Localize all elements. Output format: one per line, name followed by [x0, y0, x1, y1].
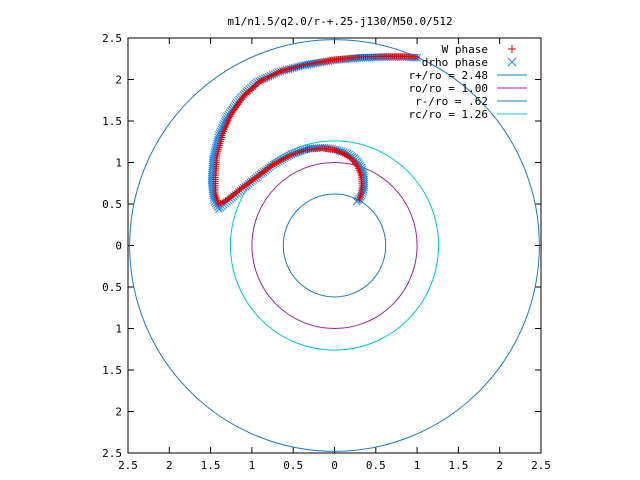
legend-label: ro/ro = 1.00: [409, 82, 488, 95]
y-tick-label: 1.5: [102, 364, 122, 377]
legend-label: r+/ro = 2.48: [409, 69, 488, 82]
y-tick-label: 1: [115, 323, 122, 336]
y-tick-label: 0: [115, 240, 122, 253]
x-tick-label: 1.5: [201, 459, 221, 472]
data-series: [207, 53, 421, 213]
w-phase-series: [212, 53, 421, 207]
y-tick-label: 0.5: [102, 281, 122, 294]
y-tick-label: 0.5: [102, 198, 122, 211]
legend-x-marker: [507, 57, 517, 67]
w-phase-point: [414, 54, 421, 61]
circle-r+-ring: [129, 39, 540, 452]
legend-label: rc/ro = 1.26: [409, 108, 488, 121]
y-tick-label: 1: [115, 157, 122, 170]
axis-ticks: 2.5 2 1.5 1 0.5 0 0.5 1 1.5 2 2.52.521.510.500.511…: [102, 32, 551, 472]
circle-r--ring: [282, 193, 387, 298]
circle-ro-ring: [251, 162, 418, 329]
x-tick-label: 2.5: [531, 459, 551, 472]
y-tick-label: 2: [115, 74, 122, 87]
x-tick-label: 2.5: [118, 459, 138, 472]
legend-plus-marker: [508, 45, 516, 53]
y-tick-label: 2.5: [102, 447, 122, 460]
drho-phase-point: [215, 205, 223, 213]
y-tick-label: 1.5: [102, 115, 122, 128]
x-tick-label: 1: [249, 459, 256, 472]
y-tick-label: 2: [115, 406, 122, 419]
y-tick-label: 2.5: [102, 32, 122, 45]
chart-title: m1/n1.5/q2.0/r-+.25-j130/M50.0/512: [227, 15, 452, 28]
x-tick-label: 0.5: [283, 459, 303, 472]
x-tick-label: 1: [414, 459, 421, 472]
x-tick-label: 2: [496, 459, 503, 472]
reference-circles: [129, 39, 540, 452]
legend-label: r-/ro = .62: [415, 95, 488, 108]
x-tick-label: 0: [331, 459, 338, 472]
x-tick-label: 2: [166, 459, 173, 472]
legend-label: drho phase: [422, 56, 488, 69]
legend-label: W phase: [442, 43, 488, 56]
x-tick-label: 0.5: [366, 459, 386, 472]
x-tick-label: 1.5: [448, 459, 468, 472]
circle-rc-ring: [229, 140, 440, 351]
